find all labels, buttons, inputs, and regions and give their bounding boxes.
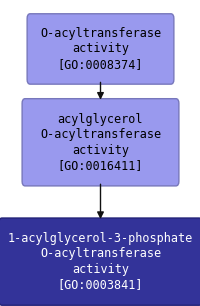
FancyBboxPatch shape <box>27 14 173 84</box>
FancyBboxPatch shape <box>22 99 178 186</box>
Text: O-acyltransferase
activity
[GO:0008374]: O-acyltransferase activity [GO:0008374] <box>40 27 160 71</box>
FancyBboxPatch shape <box>0 218 200 305</box>
Text: acylglycerol
O-acyltransferase
activity
[GO:0016411]: acylglycerol O-acyltransferase activity … <box>40 113 160 172</box>
Text: 1-acylglycerol-3-phosphate
O-acyltransferase
activity
[GO:0003841]: 1-acylglycerol-3-phosphate O-acyltransfe… <box>8 232 192 291</box>
